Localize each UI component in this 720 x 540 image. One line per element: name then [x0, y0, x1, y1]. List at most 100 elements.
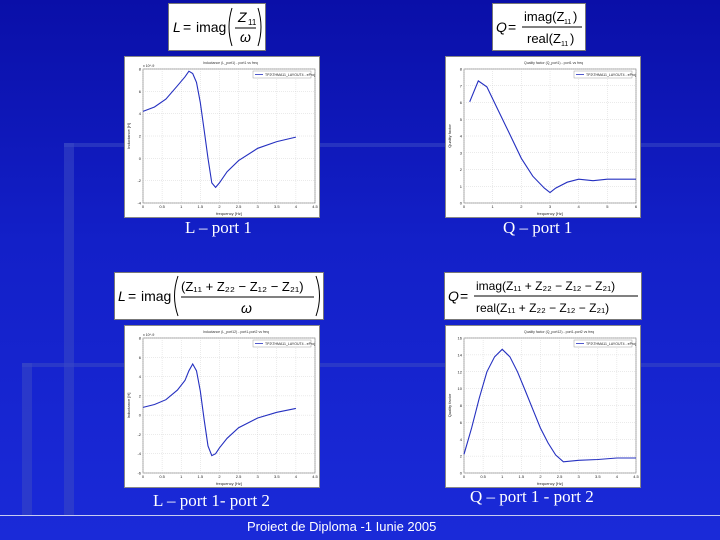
y-tick-label: 5: [460, 117, 463, 122]
series-line: [463, 348, 636, 463]
x-tick-label: 4: [295, 474, 298, 479]
formula-lhs: Q: [496, 19, 507, 35]
y-tick-label: 4: [460, 437, 463, 442]
footer-text: Proiect de Diploma -1 Iunie 2005: [247, 519, 437, 534]
legend-label: TP2\THMA11_LAYOUT4 - eProj: [586, 342, 636, 346]
x-tick-label: 4.5: [312, 204, 318, 209]
formula-l-port12: L = imag (Z₁₁ + Z₂₂ − Z₁₂ − Z₂₁) ω: [114, 272, 324, 320]
x-tick-label: 3: [257, 474, 260, 479]
y-tick-label: -2: [137, 432, 141, 437]
x-tick-label: 1.5: [198, 204, 204, 209]
y-tick-label: 2: [139, 393, 142, 398]
x-tick-label: 4: [616, 474, 619, 479]
legend-label: TP2\THMA11_LAYOUT4 - eProj: [586, 73, 636, 77]
x-tick-label: 1.5: [519, 474, 525, 479]
plot-l-port12: Inductance (L_port12) - port1-port2 vs f…: [124, 325, 320, 488]
formula-lhs: L: [173, 19, 181, 35]
caption-l-port12: L – port 1- port 2: [153, 491, 270, 510]
y-tick-label: 8: [460, 403, 463, 408]
y-tick-label: 4: [460, 134, 463, 139]
x-tick-label: 4.5: [312, 474, 318, 479]
x-axis-label: frequency [Hz]: [537, 211, 563, 216]
plot-q-port1: Quality factor (Q_port1) - port1 vs freq…: [445, 56, 641, 218]
formula-den: ω: [241, 300, 252, 316]
plot-area: [142, 337, 316, 474]
y-tick-label: 14: [458, 352, 463, 357]
decor-band-left: [64, 143, 74, 515]
decor-band-top: [64, 143, 720, 147]
formula-eq: =: [128, 288, 136, 304]
x-tick-label: 3.5: [274, 204, 280, 209]
y-tick-label: 6: [460, 100, 463, 105]
x-tick-label: 2.5: [236, 474, 242, 479]
formula-num-sub: 11: [564, 19, 571, 26]
x-tick-label: 0.5: [159, 474, 165, 479]
y-axis-label: Quality factor: [447, 393, 452, 417]
y-tick-label: 3: [460, 150, 463, 155]
x-tick-label: 3: [549, 204, 552, 209]
formula-l-port1: L = imag Z 11 ω: [168, 3, 266, 51]
formula-eq: =: [508, 19, 516, 35]
x-tick-label: 4.5: [633, 474, 639, 479]
y-tick-label: 2: [460, 167, 463, 172]
chart-title: Quality factor (Q_port12) - port1-port2 …: [524, 330, 594, 334]
formula-eq: =: [183, 19, 191, 35]
formula-num: imag(Z: [524, 9, 565, 24]
formula-num: imag(Z₁₁ + Z₂₂ − Z₁₂ − Z₂₁): [476, 279, 615, 293]
y-tick-label: -6: [137, 471, 141, 476]
x-tick-label: 3.5: [274, 474, 280, 479]
x-tick-label: 1: [180, 204, 183, 209]
formula-eq: =: [460, 288, 468, 304]
y-tick-label: -2: [137, 178, 141, 183]
y-tick-label: -4: [137, 451, 141, 456]
y-tick-label: 6: [460, 420, 463, 425]
chart-title: Quality factor (Q_port1) - port1 vs freq: [524, 61, 583, 65]
decor-band-mid: [22, 363, 720, 367]
x-tick-label: 2: [218, 474, 221, 479]
y-multiplier-label: x 10^-9: [143, 64, 154, 68]
x-tick-label: 2: [218, 204, 221, 209]
chart-q-port12: Quality factor (Q_port12) - port1-port2 …: [447, 330, 640, 486]
y-tick-label: 16: [458, 336, 463, 341]
chart-q-port1: Quality factor (Q_port1) - port1 vs freq…: [447, 61, 638, 216]
y-tick-label: 10: [458, 386, 463, 391]
y-tick-label: 2: [139, 134, 142, 139]
formula-q-port12: Q = imag(Z₁₁ + Z₂₂ − Z₁₂ − Z₂₁) real(Z₁₁…: [444, 272, 642, 320]
legend-box: [252, 70, 312, 79]
formula-num-sub: 11: [248, 18, 257, 27]
formula-lhs: L: [118, 288, 126, 304]
x-tick-label: 3.5: [595, 474, 601, 479]
caption-q-port1: Q – port 1: [503, 218, 573, 237]
formula-q-port1: Q = imag(Z 11 ) real(Z 11 ): [492, 3, 586, 51]
x-tick-label: 0.5: [480, 474, 486, 479]
chart-title: Inductance (L_port12) - port1-port2 vs f…: [203, 330, 269, 334]
formula-num: (Z₁₁ + Z₂₂ − Z₁₂ − Z₂₁): [181, 279, 304, 294]
y-axis-label: Inductance [H]: [126, 123, 131, 149]
series-line: [142, 362, 297, 457]
series-line: [142, 70, 297, 189]
x-tick-label: 6: [635, 204, 638, 209]
y-tick-label: -4: [137, 201, 141, 206]
y-tick-label: 8: [139, 67, 142, 72]
legend-box: [573, 339, 633, 348]
y-axis-label: Inductance [H]: [126, 393, 131, 419]
x-axis-label: frequency [Hz]: [216, 211, 242, 216]
x-tick-label: 3: [578, 474, 581, 479]
y-tick-label: 8: [139, 336, 142, 341]
caption-l-port1: L – port 1: [185, 218, 252, 237]
y-tick-label: 1: [460, 184, 463, 189]
y-tick-label: 6: [139, 89, 142, 94]
y-tick-label: 8: [460, 67, 463, 72]
x-tick-label: 0: [463, 474, 466, 479]
legend-label: TP2\THMA11_LAYOUT4 - eProj: [265, 73, 315, 77]
formula-fn: imag: [196, 19, 226, 35]
x-tick-label: 4: [295, 204, 298, 209]
x-tick-label: 1: [501, 474, 504, 479]
formula-num: Z: [237, 9, 247, 25]
y-multiplier-label: x 10^-9: [143, 333, 154, 337]
formula-num-close: ): [573, 9, 577, 24]
y-tick-label: 0: [139, 413, 142, 418]
footer-divider: [0, 515, 720, 516]
formula-den: real(Z₁₁ + Z₂₂ − Z₁₂ − Z₂₁): [476, 301, 609, 315]
y-tick-label: 4: [139, 374, 142, 379]
